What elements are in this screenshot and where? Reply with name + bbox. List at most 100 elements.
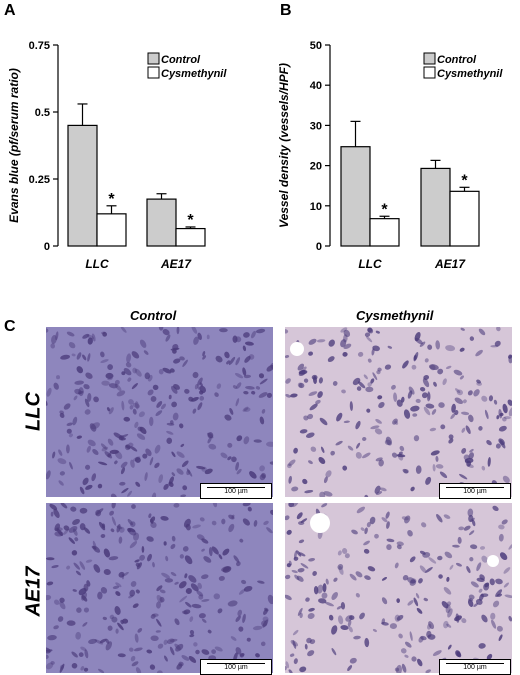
nucleus xyxy=(99,638,107,644)
nucleus xyxy=(347,620,352,627)
nucleus xyxy=(260,641,266,647)
nucleus xyxy=(72,518,80,526)
nucleus xyxy=(57,616,64,622)
nucleus xyxy=(158,368,164,375)
nucleus xyxy=(320,446,325,453)
nucleus xyxy=(184,555,193,565)
nucleus xyxy=(72,528,78,536)
nucleus xyxy=(211,546,219,555)
nucleus xyxy=(372,345,380,352)
y-tick-label: 20 xyxy=(310,161,322,173)
nucleus xyxy=(270,363,273,369)
nucleus xyxy=(134,421,139,429)
nucleus xyxy=(508,407,512,417)
nucleus xyxy=(307,613,315,619)
nucleus xyxy=(289,653,295,657)
nucleus xyxy=(430,450,440,456)
nucleus xyxy=(342,548,348,554)
nucleus xyxy=(197,402,203,411)
nucleus xyxy=(308,557,316,562)
nucleus xyxy=(199,395,205,401)
nucleus xyxy=(363,374,368,380)
nucleus xyxy=(257,580,265,584)
nucleus xyxy=(217,608,223,614)
nucleus xyxy=(447,608,453,618)
nucleus xyxy=(183,609,191,615)
nucleus xyxy=(467,390,473,396)
nucleus xyxy=(360,527,365,531)
nucleus xyxy=(309,403,318,411)
nucleus xyxy=(201,618,207,623)
nucleus xyxy=(419,565,427,573)
nucleus xyxy=(323,491,333,497)
nucleus xyxy=(183,518,191,528)
nucleus xyxy=(244,355,251,363)
nucleus xyxy=(364,527,368,535)
nucleus xyxy=(379,487,387,492)
nucleus xyxy=(362,437,367,442)
nucleus xyxy=(471,519,476,527)
nucleus xyxy=(343,334,348,343)
legend-label: Control xyxy=(437,54,477,66)
nucleus xyxy=(92,448,99,456)
nucleus xyxy=(348,615,355,621)
nucleus xyxy=(407,530,413,537)
nucleus xyxy=(71,550,78,556)
nucleus xyxy=(439,471,448,479)
nucleus xyxy=(87,439,96,447)
nucleus xyxy=(441,601,449,609)
nucleus xyxy=(294,574,300,581)
nucleus xyxy=(46,387,52,397)
nucleus xyxy=(466,566,471,574)
nucleus xyxy=(355,451,362,459)
nucleus xyxy=(501,519,508,525)
nucleus xyxy=(386,544,392,551)
nucleus xyxy=(328,339,335,347)
nucleus xyxy=(87,392,92,402)
nucleus xyxy=(49,503,58,511)
nucleus xyxy=(239,538,244,543)
nucleus xyxy=(182,359,188,367)
nucleus xyxy=(114,606,121,615)
nucleus xyxy=(88,638,98,645)
nucleus xyxy=(58,480,64,486)
micrograph-llc-cysmethynil xyxy=(285,327,512,497)
nucleus xyxy=(166,437,173,444)
nucleus xyxy=(297,567,305,573)
nucleus xyxy=(259,416,265,425)
nucleus xyxy=(246,637,251,642)
nucleus xyxy=(376,370,381,375)
nucleus xyxy=(299,429,308,434)
nucleus xyxy=(163,483,169,490)
nucleus xyxy=(374,428,383,435)
nucleus xyxy=(173,383,180,390)
nucleus xyxy=(245,385,255,390)
nucleus xyxy=(298,552,306,557)
nucleus xyxy=(493,399,498,405)
nucleus xyxy=(154,444,161,454)
nucleus xyxy=(298,539,305,544)
tissue-texture xyxy=(46,503,273,673)
nucleus xyxy=(201,548,205,552)
nucleus xyxy=(403,469,409,474)
nucleus xyxy=(394,420,399,425)
nucleus xyxy=(342,352,348,357)
nucleus xyxy=(446,576,450,582)
nucleus xyxy=(508,615,512,622)
nucleus xyxy=(365,336,373,343)
nucleus xyxy=(76,435,82,439)
nucleus xyxy=(463,525,471,531)
nucleus xyxy=(100,351,105,358)
nucleus xyxy=(299,666,307,673)
nucleus xyxy=(417,658,423,667)
nucleus xyxy=(84,409,91,415)
nucleus xyxy=(486,440,492,446)
nucleus xyxy=(83,384,90,390)
nucleus xyxy=(301,366,307,372)
nucleus xyxy=(270,509,273,515)
nucleus xyxy=(166,430,174,435)
nucleus xyxy=(155,410,163,417)
nucleus xyxy=(147,553,152,562)
nucleus xyxy=(97,483,103,489)
nucleus xyxy=(503,582,509,588)
